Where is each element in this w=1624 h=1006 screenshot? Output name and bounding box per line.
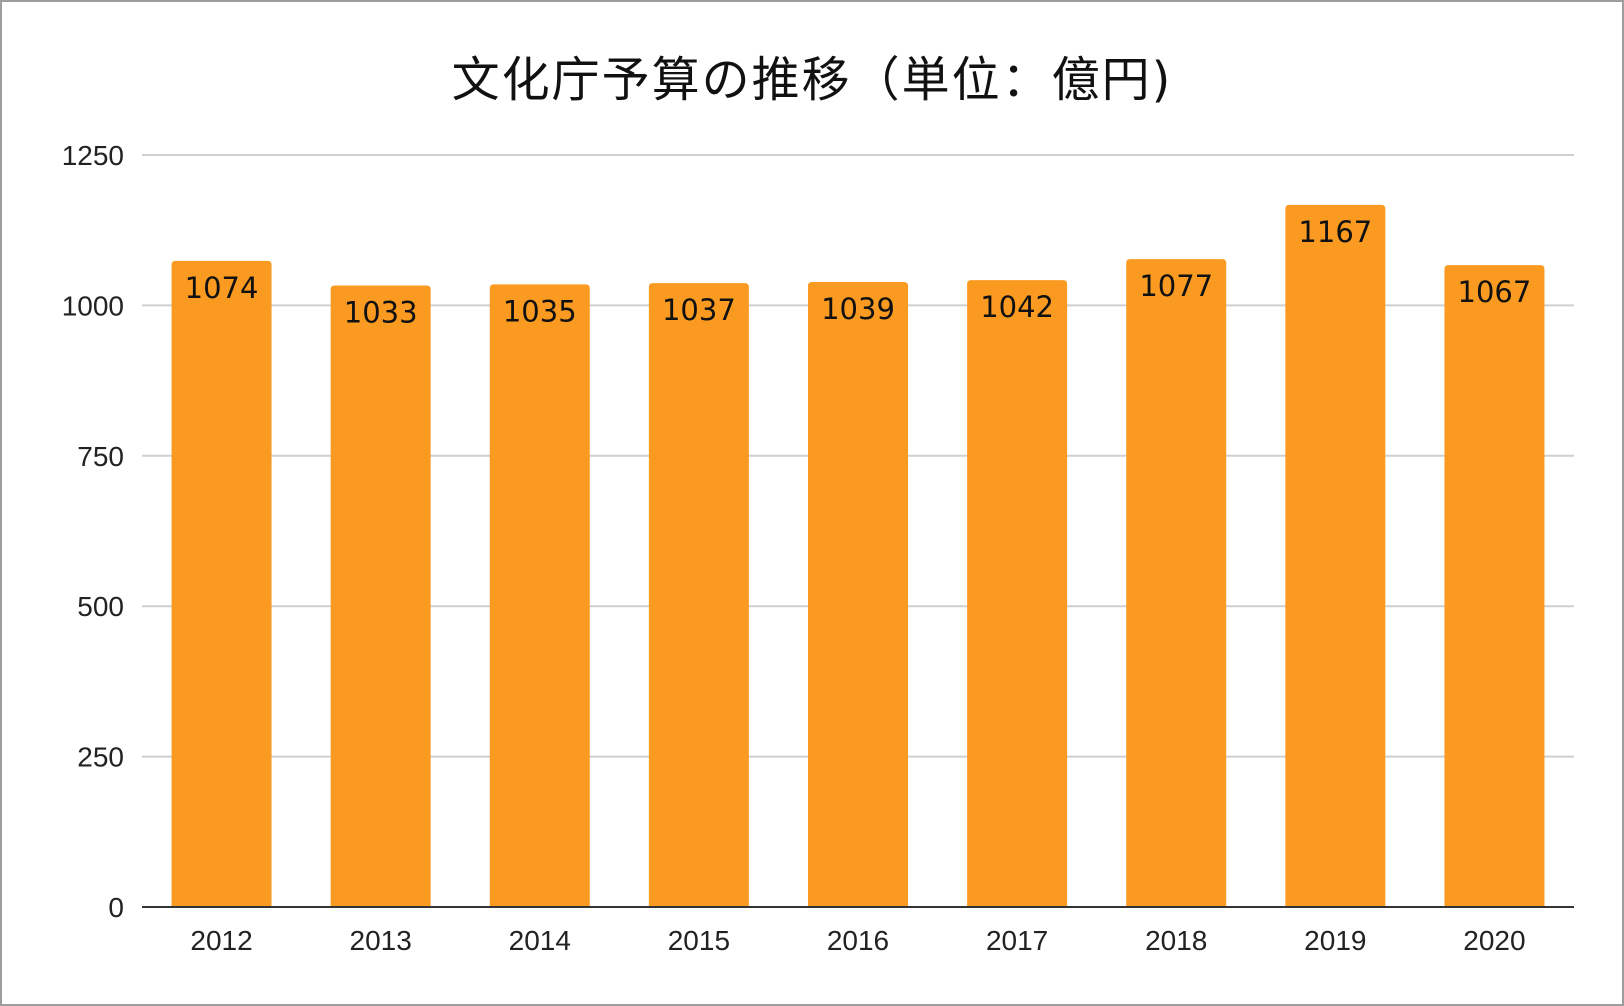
bars: 1074 1033 1035 1037 1039 1042 1077 1167 1067 xyxy=(171,204,1545,908)
bar-2019 xyxy=(1285,204,1386,907)
y-tick-label: 0 xyxy=(108,892,124,923)
bar-2016 xyxy=(808,281,908,907)
data-label: 1167 xyxy=(1298,215,1372,249)
data-label: 1033 xyxy=(344,296,418,330)
data-label: 1067 xyxy=(1458,275,1532,309)
bar-2020 xyxy=(1444,265,1545,908)
y-tick-label: 1250 xyxy=(62,140,124,171)
y-axis-ticks: 0 250 500 750 1000 1250 xyxy=(62,140,124,923)
bar-2015 xyxy=(648,283,749,907)
data-label: 1074 xyxy=(185,271,259,305)
data-label: 1077 xyxy=(1139,269,1213,303)
x-tick-label: 2016 xyxy=(827,925,889,956)
x-tick-label: 2012 xyxy=(190,925,252,956)
bar-2018 xyxy=(1126,259,1227,908)
chart-title: 文化庁予算の推移（単位：億円) xyxy=(451,52,1173,108)
bar-2012 xyxy=(171,260,272,907)
y-tick-label: 250 xyxy=(77,742,124,773)
y-tick-label: 1000 xyxy=(62,290,124,321)
x-tick-label: 2015 xyxy=(668,925,730,956)
bar-2014 xyxy=(489,284,590,907)
x-tick-label: 2020 xyxy=(1463,925,1525,956)
bar-2013 xyxy=(330,285,431,907)
data-label: 1039 xyxy=(821,292,895,326)
data-label: 1037 xyxy=(662,293,736,327)
x-tick-label: 2017 xyxy=(986,925,1048,956)
y-tick-label: 500 xyxy=(77,591,124,622)
bar-2017 xyxy=(967,280,1068,907)
x-tick-label: 2013 xyxy=(350,925,412,956)
x-tick-label: 2019 xyxy=(1304,925,1366,956)
x-axis-ticks: 2012 2013 2014 2015 2016 2017 2018 2019 2020 xyxy=(190,925,1525,956)
y-tick-label: 750 xyxy=(77,441,124,472)
x-tick-label: 2018 xyxy=(1145,925,1207,956)
data-label: 1042 xyxy=(980,290,1054,324)
data-label: 1035 xyxy=(503,294,577,328)
x-tick-label: 2014 xyxy=(509,925,571,956)
